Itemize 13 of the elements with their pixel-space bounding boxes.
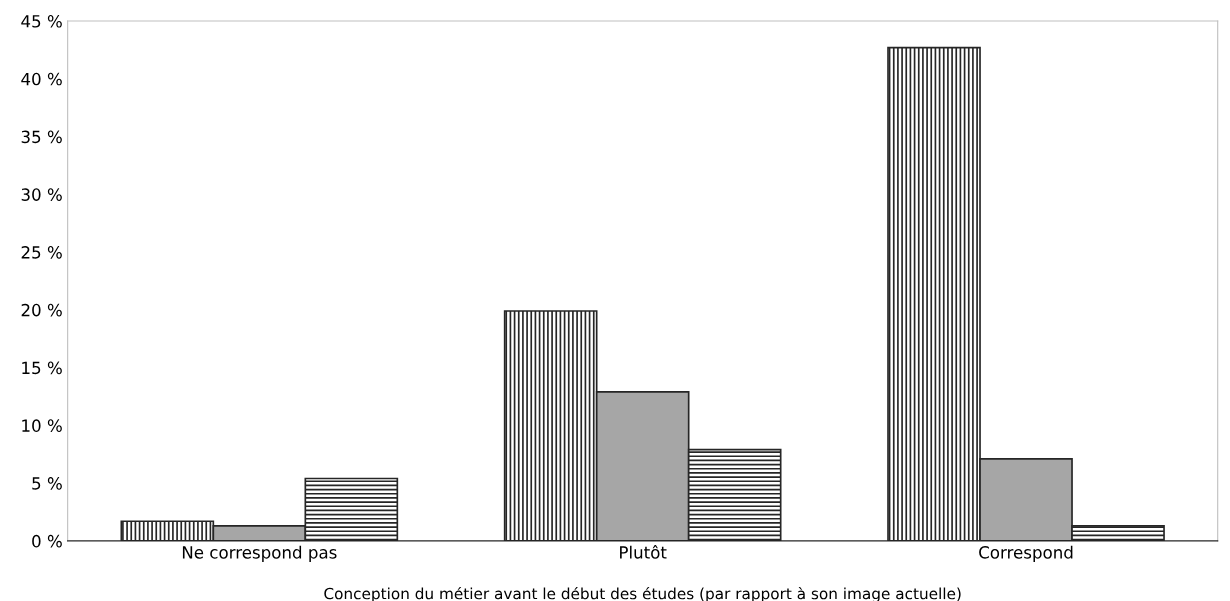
y-tick-label: 0 % xyxy=(32,534,62,548)
y-tick-label: 30 % xyxy=(21,188,62,201)
x-tick-label: Plutôt xyxy=(620,545,667,559)
y-tick-label: 35 % xyxy=(21,130,62,144)
y-tick-label: 10 % xyxy=(22,419,62,432)
y-tick-label: 5 % xyxy=(32,477,62,490)
y-tick-label: 40 % xyxy=(21,72,62,86)
x-tick-label: Correspond xyxy=(979,545,1073,562)
y-tick-label: 45 % xyxy=(21,15,62,28)
y-tick-label: 15 % xyxy=(22,361,62,375)
y-tick-label: 25 % xyxy=(21,246,62,259)
x-tick-label: Ne correspond pas xyxy=(182,545,337,562)
y-tick-label: 20 % xyxy=(21,303,62,317)
